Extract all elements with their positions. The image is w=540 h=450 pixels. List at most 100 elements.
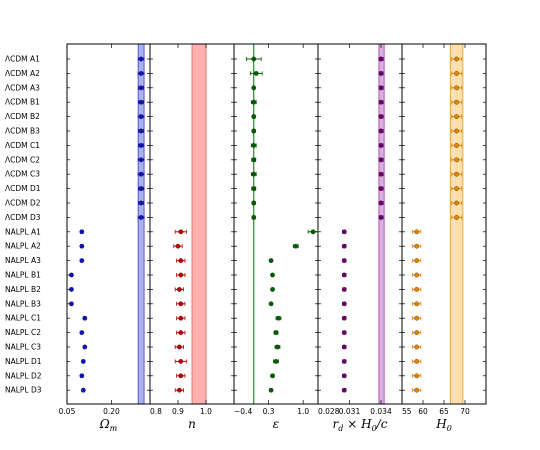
row-label: ΛCDM C1: [5, 141, 40, 150]
row-label: NALPL D2: [5, 371, 42, 380]
h0-point: [414, 344, 420, 350]
epsilon-tick-label: −0.4: [234, 407, 252, 416]
row-label: NALPL D3: [5, 386, 42, 395]
h0-point: [414, 373, 420, 379]
omega_m-point: [79, 373, 85, 379]
n-tick-label: 0.8: [150, 407, 162, 416]
rd-point: [341, 272, 347, 278]
n-point: [178, 373, 184, 379]
row-label: NALPL C2: [5, 328, 41, 337]
h0-tick-label: 60: [418, 407, 428, 416]
n-point: [177, 344, 182, 350]
h0-point: [414, 258, 420, 263]
row-label: NALPL C3: [5, 343, 41, 352]
omega_m-point: [138, 200, 144, 206]
row-label: NALPL B2: [5, 285, 41, 294]
row-label: ΛCDM B2: [5, 112, 40, 121]
omega_m-point: [138, 186, 144, 191]
row-label: NALPL A3: [5, 256, 41, 265]
row-label: NALPL C1: [5, 314, 41, 323]
epsilon-point: [251, 114, 257, 119]
epsilon-point: [253, 71, 259, 76]
epsilon-point: [251, 143, 257, 148]
row-label: ΛCDM C3: [5, 170, 40, 179]
row-label: ΛCDM D1: [5, 184, 41, 193]
epsilon-point: [273, 330, 279, 335]
h0-tick-label: 65: [439, 407, 449, 416]
rd-reference-band: [378, 43, 385, 405]
epsilon-point: [251, 85, 257, 91]
rd-point: [341, 287, 347, 292]
omega_m-point: [82, 315, 88, 321]
omega_m-point: [79, 229, 85, 235]
rd-axis-label: rd × H0/c: [333, 417, 388, 433]
row-label: ΛCDM A3: [5, 83, 40, 92]
h0-point: [414, 330, 420, 335]
row-labels: ΛCDM A1 ΛCDM A2 ΛCDM A3 ΛCDM B1 ΛCDM B2 ΛCDM …: [5, 55, 42, 395]
omega_m-point: [79, 243, 85, 249]
h0-reference-band: [449, 43, 464, 405]
h0-point: [454, 157, 459, 163]
rd-point: [341, 373, 347, 379]
epsilon-point: [251, 157, 257, 163]
rd-point: [378, 143, 384, 148]
bands-layer: [137, 43, 464, 405]
h0-point: [414, 387, 420, 393]
n-tick-label: 0.9: [172, 407, 184, 416]
n-point: [178, 359, 184, 364]
rd-point: [341, 243, 347, 249]
omega_m-point: [138, 85, 144, 91]
rd-point: [378, 56, 384, 62]
omega_m-point: [138, 114, 144, 119]
row-label: ΛCDM B3: [5, 127, 40, 136]
row-label: ΛCDM A2: [5, 69, 40, 78]
marks-layer: [69, 56, 463, 393]
epsilon-tick-label: 1.0: [297, 407, 309, 416]
epsilon-panel-frame: [233, 43, 319, 405]
omega_m-point: [138, 215, 144, 220]
omega_m-point: [138, 171, 144, 177]
epsilon-axis-label: ε: [273, 417, 279, 431]
omega_m-point: [79, 258, 85, 263]
omega_m-panel-frame: [66, 43, 151, 405]
rd-point: [378, 200, 384, 206]
epsilon-point: [251, 200, 257, 206]
rd-point: [341, 359, 347, 364]
h0-point: [454, 200, 459, 206]
row-label: ΛCDM B1: [5, 98, 40, 107]
rd-point: [378, 157, 384, 163]
n-point: [178, 258, 184, 263]
h0-point: [454, 171, 459, 177]
omega_m-point: [80, 359, 86, 364]
n-point: [177, 387, 182, 393]
omega_m-point: [138, 157, 144, 163]
epsilon-point: [270, 272, 275, 278]
h0-point: [454, 85, 459, 91]
h0-point: [454, 99, 459, 105]
omega_m-tick-label: 0.05: [59, 407, 76, 416]
rd-point: [378, 128, 384, 134]
epsilon-point: [251, 99, 257, 105]
epsilon-point: [268, 258, 274, 263]
rd-point: [341, 330, 347, 335]
h0-axis-label: H0: [435, 417, 452, 433]
n-point: [178, 301, 184, 307]
x-labels: Ωm n ε rd × H0/c H0: [99, 417, 452, 433]
rd-point: [341, 229, 347, 235]
omega_m-point: [80, 387, 86, 393]
ticks-layer: 0.05 0.20 0.8 0.9 1.0 −0.4 0.3 1.0 0.028 0.031 0.0…: [59, 44, 486, 416]
h0-point: [454, 114, 459, 119]
omega_m-point: [82, 344, 88, 350]
h0-point: [414, 359, 420, 364]
rd-tick-label: 0.031: [339, 407, 361, 416]
epsilon-point: [276, 315, 281, 321]
h0-point: [454, 143, 459, 148]
rd-point: [378, 99, 384, 105]
h0-point: [414, 243, 420, 249]
epsilon-tick-label: 0.3: [263, 407, 275, 416]
n-point: [175, 243, 181, 249]
omega_m-point: [138, 143, 144, 148]
n-point: [178, 330, 184, 335]
h0-tick-label: 70: [460, 407, 470, 416]
h0-point: [414, 229, 420, 235]
